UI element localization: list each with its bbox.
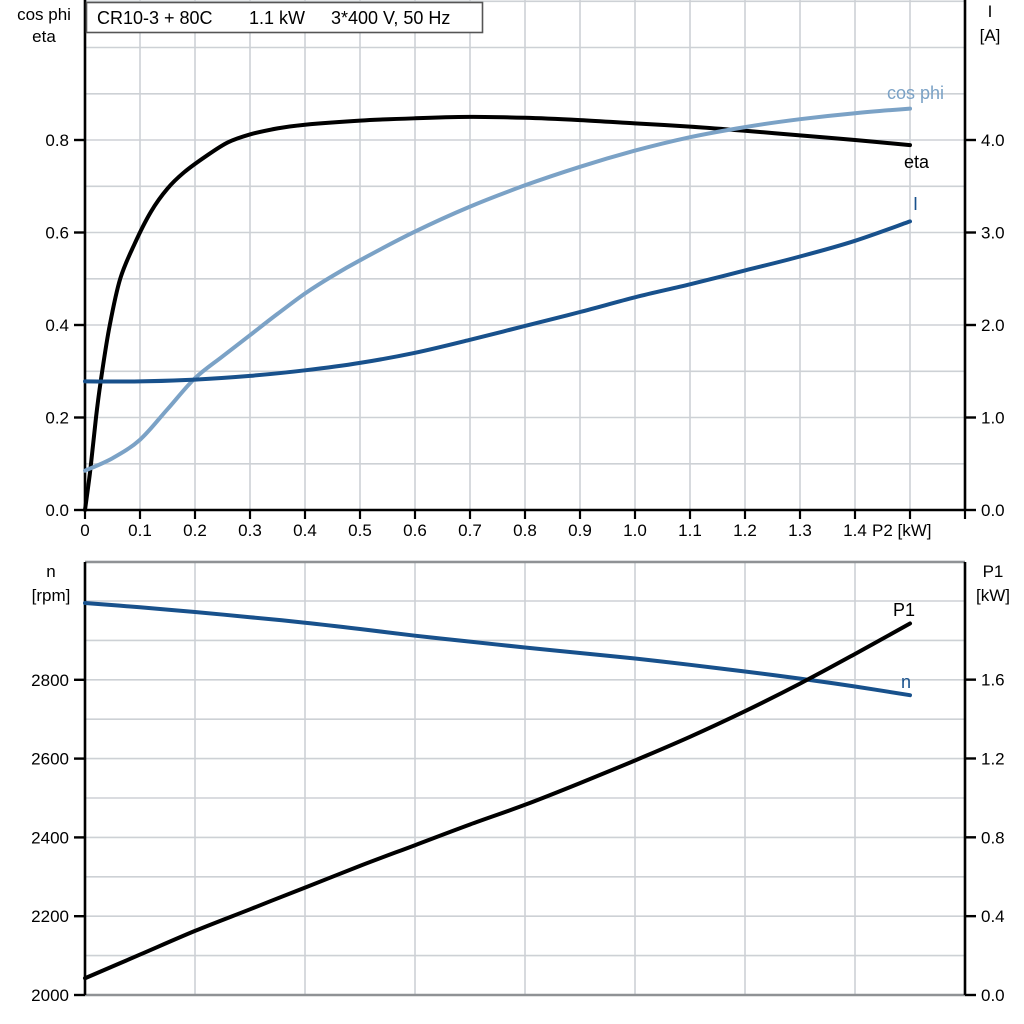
x-tick-label: 0.9 bbox=[568, 521, 592, 540]
title-box: CR10-3 + 80C 1.1 kW 3*400 V, 50 Hz bbox=[85, 1, 484, 34]
right-axis-header-line: [kW] bbox=[976, 586, 1010, 605]
right-tick-label: 1.0 bbox=[981, 409, 1005, 428]
x-tick-label: 0.6 bbox=[403, 521, 427, 540]
left-tick-label: 2800 bbox=[31, 671, 69, 690]
x-tick-label: 1.2 bbox=[733, 521, 757, 540]
x-tick-label: 0.7 bbox=[458, 521, 482, 540]
x-axis-title: P2 [kW] bbox=[872, 521, 932, 540]
left-axis-header-line: [rpm] bbox=[32, 586, 71, 605]
left-tick-label: 0.4 bbox=[45, 316, 69, 335]
curve-label-I: I bbox=[913, 194, 918, 214]
left-tick-label: 0.0 bbox=[45, 501, 69, 520]
x-tick-label: 1.3 bbox=[788, 521, 812, 540]
chart-title-segment: CR10-3 + 80C bbox=[97, 8, 213, 28]
x-tick-label: 0.8 bbox=[513, 521, 537, 540]
right-tick-label: 2.0 bbox=[981, 316, 1005, 335]
chart-title-segment: 3*400 V, 50 Hz bbox=[331, 8, 450, 28]
x-tick-label: 0.3 bbox=[238, 521, 262, 540]
curve-eta bbox=[83, 114, 912, 512]
left-axis-header-line: eta bbox=[32, 27, 56, 46]
x-tick-label: 0.5 bbox=[348, 521, 372, 540]
left-axis-header-line: n bbox=[46, 562, 55, 581]
left-tick-label: 2400 bbox=[31, 828, 69, 847]
right-axis-header-line: I bbox=[988, 2, 993, 21]
curve-I bbox=[83, 219, 912, 384]
curve-label-n: n bbox=[901, 672, 911, 692]
x-tick-label: 0.4 bbox=[293, 521, 317, 540]
curve-P1 bbox=[83, 621, 912, 981]
x-tick-label: 0.1 bbox=[128, 521, 152, 540]
right-tick-label: 0.4 bbox=[981, 907, 1005, 926]
panel-top: 0.0 0.2 0.4 0.6 0.8 0.0 1.0 2.0 3.0 4.0 0 0.1 0.2 0.3… bbox=[45, 0, 1005, 540]
curve-label-eta: eta bbox=[904, 152, 930, 172]
right-axis-header-line: P1 bbox=[983, 562, 1004, 581]
left-axis-header-line: cos phi bbox=[17, 5, 71, 24]
left-tick-label: 2000 bbox=[31, 986, 69, 1005]
curve-n bbox=[83, 600, 912, 698]
x-tick-label: 0.2 bbox=[183, 521, 207, 540]
x-tick-label: 0 bbox=[80, 521, 89, 540]
grid bbox=[85, 560, 966, 995]
right-tick-label: 3.0 bbox=[981, 224, 1005, 243]
right-axis-header-line: [A] bbox=[980, 26, 1001, 45]
left-tick-label: 2600 bbox=[31, 750, 69, 769]
left-tick-label: 0.8 bbox=[45, 131, 69, 150]
panel-bottom: 2000 2200 2400 2600 2800 0.0 0.4 0.8 1.2 1.6 n P1 bbox=[31, 560, 1005, 1005]
right-tick-label: 1.6 bbox=[981, 671, 1005, 690]
curve-cos-phi bbox=[83, 106, 912, 473]
curve-label-P1: P1 bbox=[893, 600, 915, 620]
x-tick-label: 1.1 bbox=[678, 521, 702, 540]
left-tick-label: 0.6 bbox=[45, 224, 69, 243]
curve-label-cos-phi: cos phi bbox=[887, 83, 944, 103]
x-tick-label: 1.0 bbox=[623, 521, 647, 540]
right-tick-label: 1.2 bbox=[981, 749, 1005, 768]
right-tick-label: 0.8 bbox=[981, 828, 1005, 847]
right-tick-label: 4.0 bbox=[981, 131, 1005, 150]
right-tick-label: 0.0 bbox=[981, 986, 1005, 1005]
x-tick-label: 1.4 bbox=[843, 521, 867, 540]
chart-title-segment: 1.1 kW bbox=[249, 8, 305, 28]
left-tick-label: 2200 bbox=[31, 907, 69, 926]
right-tick-label: 0.0 bbox=[981, 501, 1005, 520]
grid bbox=[85, 0, 966, 510]
left-tick-label: 0.2 bbox=[45, 409, 69, 428]
title-box-frame bbox=[85, 1, 484, 34]
